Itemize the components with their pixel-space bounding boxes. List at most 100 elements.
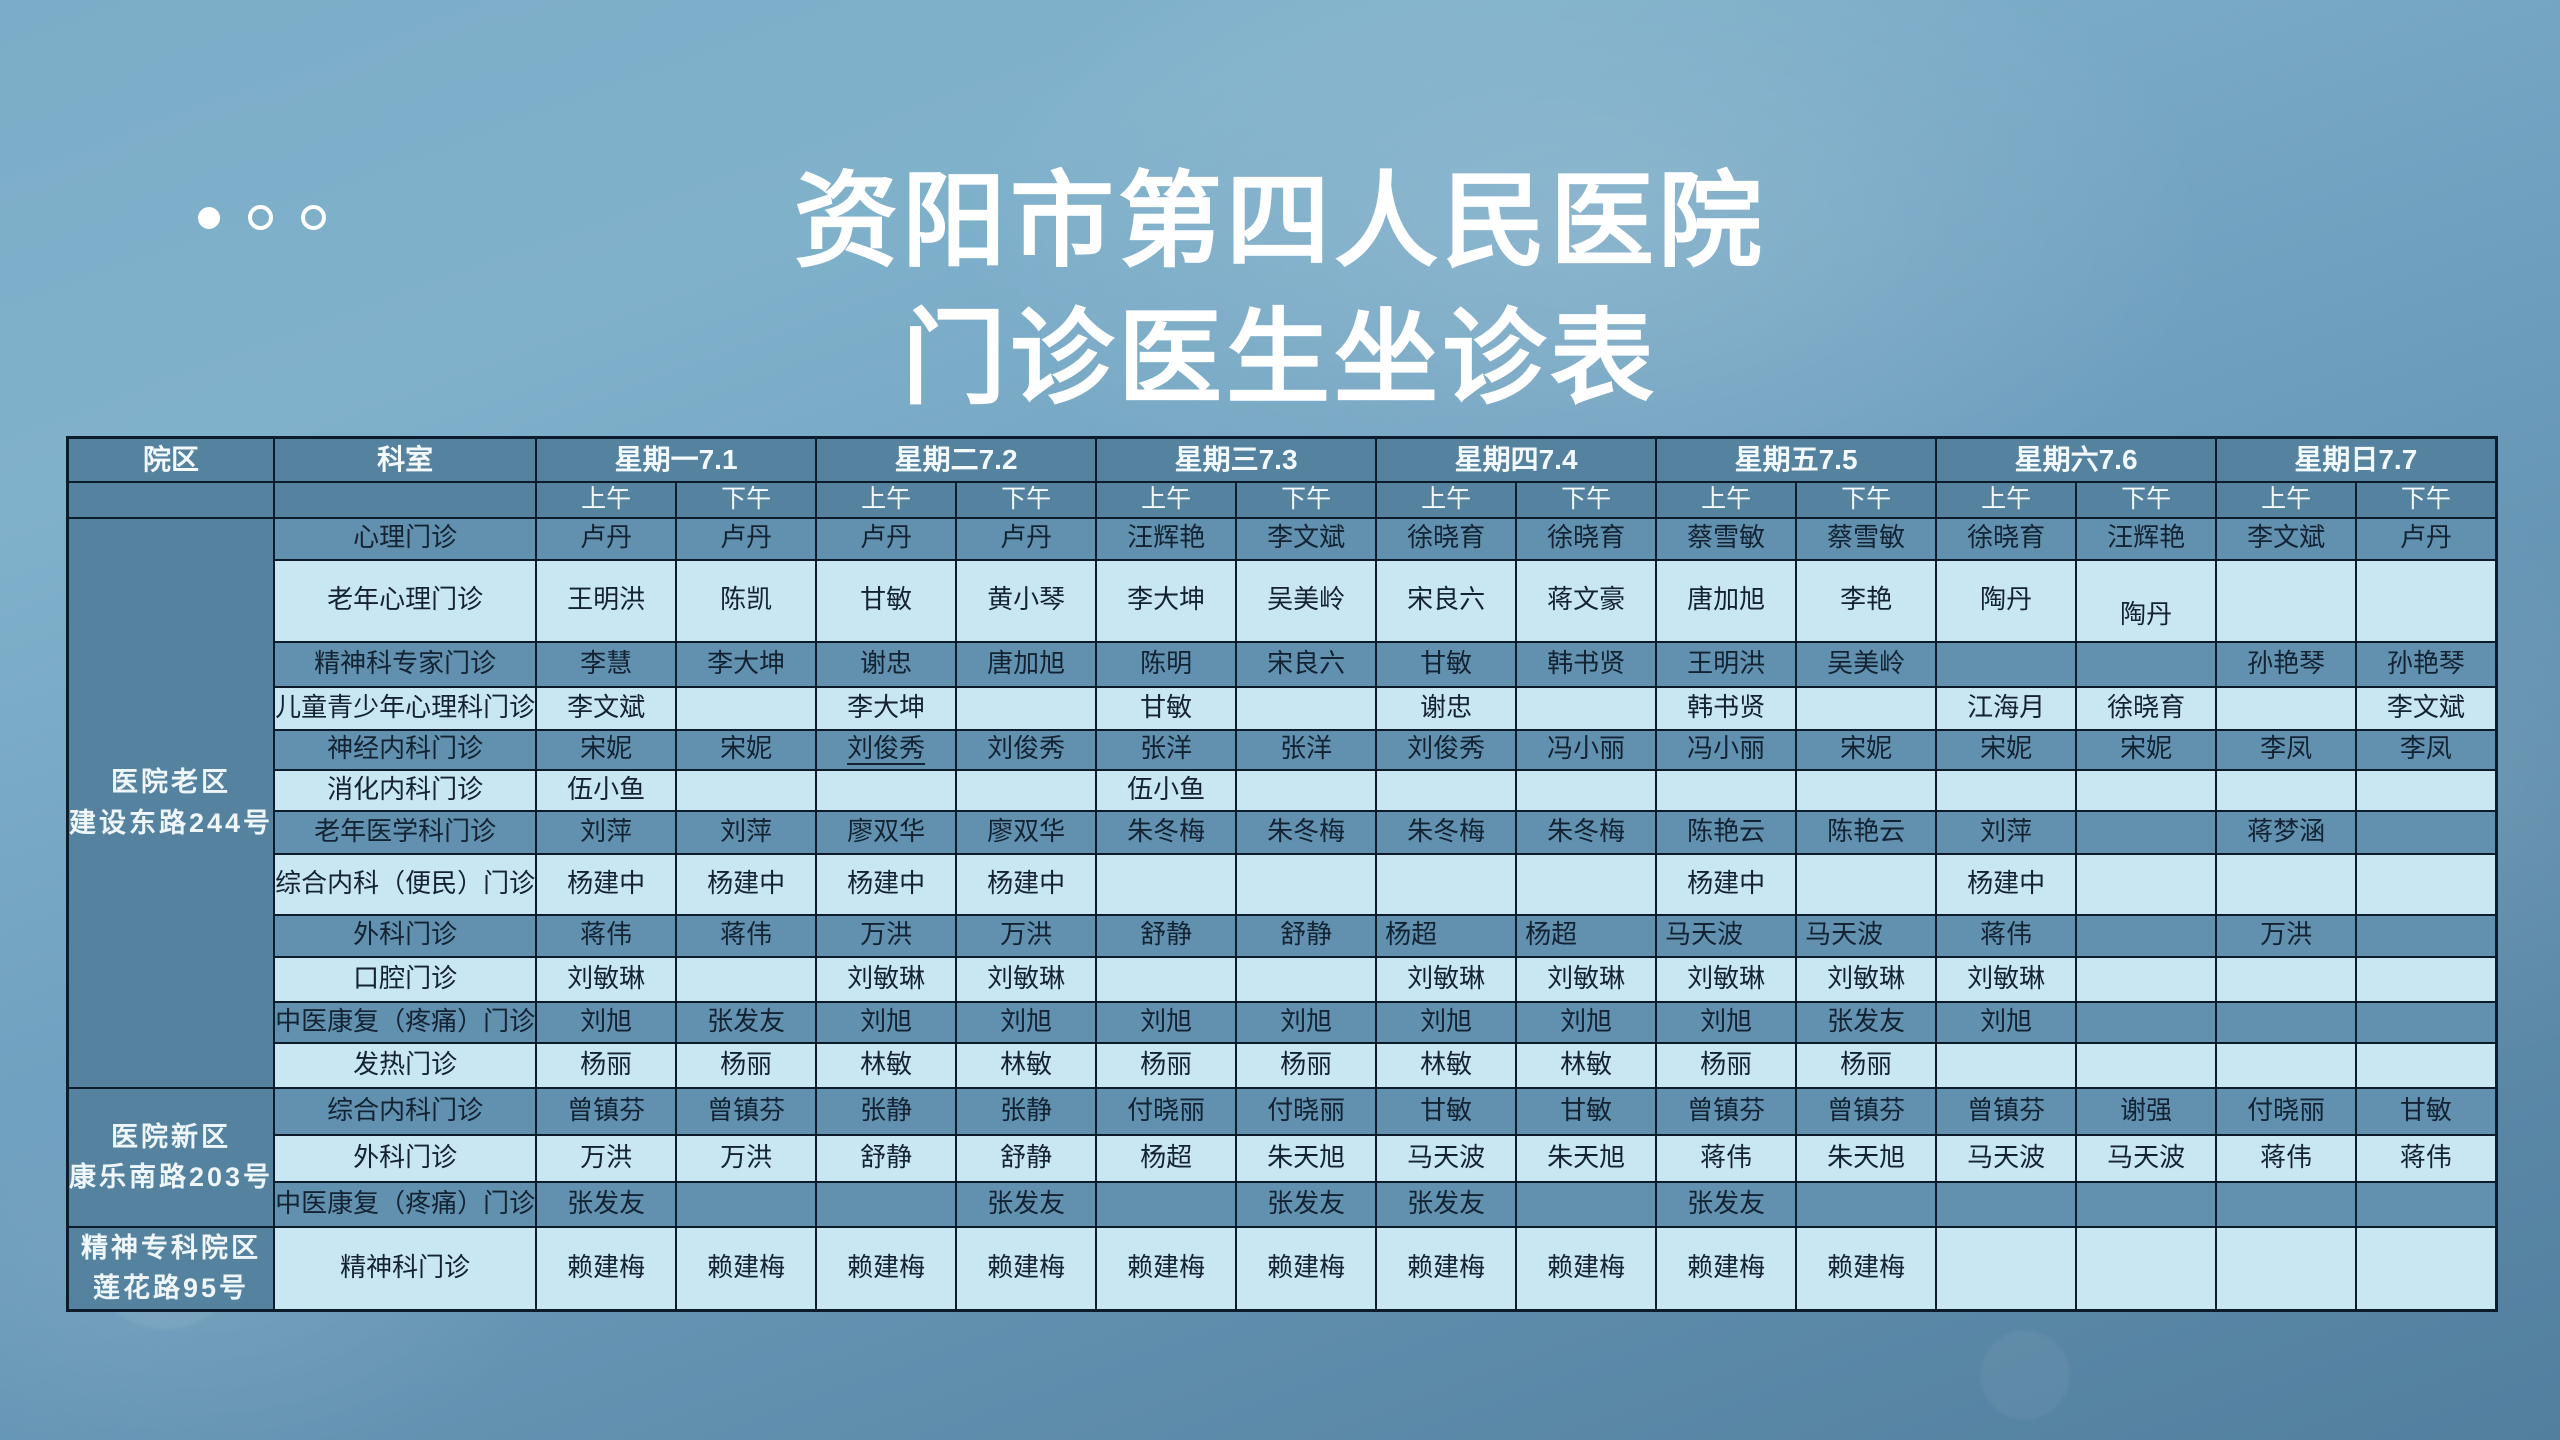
cell-r14-c13 (2355, 1180, 2498, 1228)
cell-r8-c9: 马天波 (1795, 913, 1938, 958)
background-bokeh-circle (1980, 1330, 2070, 1420)
cell-r10-c9: 张发友 (1795, 1000, 1938, 1044)
header-session-pm-6: 下午 (2355, 480, 2498, 519)
cell-r11-c13 (2355, 1041, 2498, 1089)
cell-r15-c13 (2355, 1225, 2498, 1311)
cell-r15-c1: 赖建梅 (675, 1225, 818, 1311)
cell-r4-c6: 刘俊秀 (1375, 728, 1518, 771)
cell-r13-c10: 马天波 (1935, 1133, 2078, 1183)
header-session-pm-1: 下午 (955, 480, 1098, 519)
dept-cell-r10: 中医康复（疼痛）门诊 (273, 1000, 538, 1044)
cell-r13-c6: 马天波 (1375, 1133, 1518, 1183)
cell-r7-c7 (1515, 852, 1658, 916)
pagination-dots (198, 205, 326, 230)
cell-r2-c7: 韩书贤 (1515, 640, 1658, 688)
cell-r10-c7: 刘旭 (1515, 1000, 1658, 1044)
cell-r5-c2 (815, 768, 958, 812)
cell-r5-c8 (1655, 768, 1798, 812)
cell-r2-c8: 王明洪 (1655, 640, 1798, 688)
cell-r2-c12: 孙艳琴 (2215, 640, 2358, 688)
cell-r5-c1 (675, 768, 818, 812)
cell-r10-c13 (2355, 1000, 2498, 1044)
cell-r2-c3: 唐加旭 (955, 640, 1098, 688)
cell-r7-c11 (2075, 852, 2218, 916)
campus-name: 医院新区 (111, 1121, 232, 1152)
cell-r14-c0: 张发友 (535, 1180, 678, 1228)
cell-r3-c9 (1795, 685, 1938, 731)
schedule-row-13: 外科门诊 万洪 万洪 舒静 舒静 杨超 朱天旭 马天波 朱天旭 蒋伟 朱天旭 马天波 马天波 蒋伟 蒋伟 (68, 1133, 2498, 1183)
header-session-pm-0: 下午 (675, 480, 818, 519)
dept-cell-r6: 老年医学科门诊 (273, 809, 538, 855)
cell-r3-c13: 李文斌 (2355, 685, 2498, 731)
cell-r14-c3: 张发友 (955, 1180, 1098, 1228)
cell-r13-c2: 舒静 (815, 1133, 958, 1183)
header-campus: 院区 (66, 436, 276, 483)
header-dept-blank (273, 480, 538, 519)
cell-r10-c1: 张发友 (675, 1000, 818, 1044)
header-day-1: 星期二7.2 (815, 436, 1098, 483)
cell-r12-c5: 付晓丽 (1235, 1086, 1378, 1136)
pagination-dot (248, 205, 273, 230)
cell-r3-c12 (2215, 685, 2358, 731)
cell-r1-c7: 蒋文豪 (1515, 558, 1658, 643)
cell-r2-c5: 宋良六 (1235, 640, 1378, 688)
cell-r2-c0: 李慧 (535, 640, 678, 688)
cell-r13-c3: 舒静 (955, 1133, 1098, 1183)
header-session-am-5: 上午 (1935, 480, 2078, 519)
cell-r8-c11 (2075, 913, 2218, 958)
cell-r4-c5: 张洋 (1235, 728, 1378, 771)
cell-r1-c11: 陶丹 (2075, 558, 2218, 643)
cell-r6-c0: 刘萍 (535, 809, 678, 855)
schedule-row-9: 口腔门诊 刘敏琳 刘敏琳 刘敏琳 刘敏琳 刘敏琳 刘敏琳 刘敏琳 刘敏琳 (68, 955, 2498, 1003)
cell-r11-c11 (2075, 1041, 2218, 1089)
cell-r14-c2 (815, 1180, 958, 1228)
cell-r2-c13: 孙艳琴 (2355, 640, 2498, 688)
cell-r9-c12 (2215, 955, 2358, 1003)
cell-r6-c10: 刘萍 (1935, 809, 2078, 855)
cell-r3-c8: 韩书贤 (1655, 685, 1798, 731)
cell-r0-c5: 李文斌 (1235, 516, 1378, 561)
cell-r12-c8: 曾镇芬 (1655, 1086, 1798, 1136)
dept-cell-r11: 发热门诊 (273, 1041, 538, 1089)
cell-r11-c0: 杨丽 (535, 1041, 678, 1089)
cell-r11-c1: 杨丽 (675, 1041, 818, 1089)
cell-r10-c5: 刘旭 (1235, 1000, 1378, 1044)
cell-r15-c9: 赖建梅 (1795, 1225, 1938, 1311)
cell-r8-c0: 蒋伟 (535, 913, 678, 958)
cell-r7-c2: 杨建中 (815, 852, 958, 916)
cell-r12-c1: 曾镇芬 (675, 1086, 818, 1136)
cell-r10-c6: 刘旭 (1375, 1000, 1518, 1044)
cell-r10-c0: 刘旭 (535, 1000, 678, 1044)
cell-r8-c10: 蒋伟 (1935, 913, 2078, 958)
dept-cell-r13: 外科门诊 (273, 1133, 538, 1183)
dept-cell-r1: 老年心理门诊 (273, 558, 538, 643)
cell-r6-c1: 刘萍 (675, 809, 818, 855)
cell-r10-c3: 刘旭 (955, 1000, 1098, 1044)
cell-r1-c5: 吴美岭 (1235, 558, 1378, 643)
cell-r13-c8: 蒋伟 (1655, 1133, 1798, 1183)
cell-r0-c1: 卢丹 (675, 516, 818, 561)
cell-r15-c10 (1935, 1225, 2078, 1311)
cell-r5-c12 (2215, 768, 2358, 812)
cell-r10-c2: 刘旭 (815, 1000, 958, 1044)
cell-r0-c8: 蔡雪敏 (1655, 516, 1798, 561)
cell-r4-c13: 李凤 (2355, 728, 2498, 771)
cell-r12-c3: 张静 (955, 1086, 1098, 1136)
cell-r8-c2: 万洪 (815, 913, 958, 958)
schedule-row-0: 医院老区 建设东路244号 心理门诊 卢丹 卢丹 卢丹 卢丹 汪辉艳 李文斌 徐晓育 徐晓育 蔡雪敏蔡… (66, 516, 2498, 1089)
cell-r0-c10: 徐晓育 (1935, 516, 2078, 561)
cell-r12-c9: 曾镇芬 (1795, 1086, 1938, 1136)
cell-r15-c0: 赖建梅 (535, 1225, 678, 1311)
header-session-am-6: 上午 (2215, 480, 2358, 519)
page-title-line2: 门诊医生坐诊表 (901, 300, 1658, 417)
cell-r9-c1 (675, 955, 818, 1003)
cell-r5-c13 (2355, 768, 2498, 812)
campus-cell-2: 精神专科院区 莲花路95号 (66, 1225, 276, 1311)
header-session-am-4: 上午 (1655, 480, 1798, 519)
campus-cell-0: 医院老区 建设东路244号 (66, 516, 276, 1089)
header-session-pm-4: 下午 (1795, 480, 1938, 519)
schedule-row-12: 医院新区 康乐南路203号 综合内科门诊 曾镇芬 曾镇芬 张静 张静 付晓丽 付晓丽 甘敏 甘敏 曾镇… (66, 1086, 2498, 1228)
cell-r7-c8: 杨建中 (1655, 852, 1798, 916)
cell-r5-c7 (1515, 768, 1658, 812)
cell-r14-c6: 张发友 (1375, 1180, 1518, 1228)
